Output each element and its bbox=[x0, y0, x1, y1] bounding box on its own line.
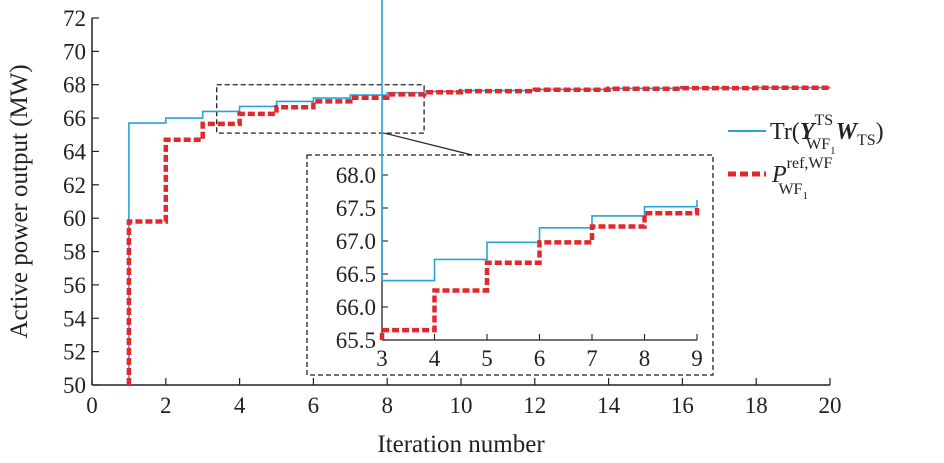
inset-y-tick-label: 67.0 bbox=[336, 229, 376, 254]
x-axis-title: Iteration number bbox=[377, 431, 545, 458]
y-tick-label: 68 bbox=[63, 73, 86, 98]
x-tick-label: 6 bbox=[308, 393, 320, 418]
inset-x-tick-label: 5 bbox=[481, 346, 493, 371]
y-tick-label: 54 bbox=[63, 306, 87, 331]
inset-x-tick-label: 9 bbox=[691, 346, 703, 371]
inset-x-tick-label: 4 bbox=[429, 346, 441, 371]
inset-series-line-pref bbox=[379, 206, 700, 340]
inset-series-line-tr bbox=[381, 0, 698, 282]
zoom-connector bbox=[383, 132, 473, 156]
x-tick-label: 12 bbox=[523, 393, 546, 418]
x-tick-label: 10 bbox=[450, 393, 473, 418]
series-line-pref bbox=[126, 85, 833, 385]
y-tick-label: 60 bbox=[63, 206, 86, 231]
inset-x-tick-label: 3 bbox=[376, 346, 388, 371]
y-tick-label: 58 bbox=[63, 240, 86, 265]
x-tick-label: 20 bbox=[819, 393, 842, 418]
inset-y-tick-label: 65.5 bbox=[336, 328, 376, 353]
inset-y-tick-label: 66.5 bbox=[336, 262, 376, 287]
x-tick-label: 2 bbox=[160, 393, 172, 418]
y-tick-label: 62 bbox=[63, 173, 86, 198]
inset-y-tick-label: 67.5 bbox=[336, 196, 376, 221]
inset-x-tick-label: 7 bbox=[586, 346, 598, 371]
inset-plot: 65.5 66.0 66.5 67.0 67.5 68.0 3 4 5 6 7 8 9 bbox=[306, 0, 714, 376]
y-tick-label: 56 bbox=[63, 273, 86, 298]
inset-x-tick-label: 8 bbox=[639, 346, 651, 371]
y-tick-label: 72 bbox=[63, 6, 86, 31]
legend-label-pref: Pref,WF WF1 bbox=[771, 155, 833, 202]
x-tick-label: 14 bbox=[597, 393, 621, 418]
x-tick-label: 18 bbox=[745, 393, 768, 418]
legend-label-tr: Tr(YTS WF1WTS) bbox=[770, 112, 884, 157]
inset-y-tick-label: 68.0 bbox=[336, 163, 376, 188]
y-axis-title: Active power output (MW) bbox=[6, 64, 33, 338]
legend: Tr(YTS WF1WTS) Pref,WF WF1 bbox=[728, 112, 884, 202]
y-tick-label: 66 bbox=[63, 106, 86, 131]
x-tick-label: 16 bbox=[671, 393, 694, 418]
x-tick-label: 8 bbox=[381, 393, 393, 418]
inset-y-tick-label: 66.0 bbox=[336, 295, 376, 320]
inset-x-tick-label: 6 bbox=[534, 346, 546, 371]
y-tick-label: 52 bbox=[63, 340, 86, 365]
x-tick-label: 0 bbox=[86, 393, 98, 418]
x-tick-label: 4 bbox=[234, 393, 246, 418]
y-tick-label: 70 bbox=[63, 39, 86, 64]
y-tick-label: 50 bbox=[63, 373, 86, 398]
y-tick-label: 64 bbox=[63, 139, 87, 164]
